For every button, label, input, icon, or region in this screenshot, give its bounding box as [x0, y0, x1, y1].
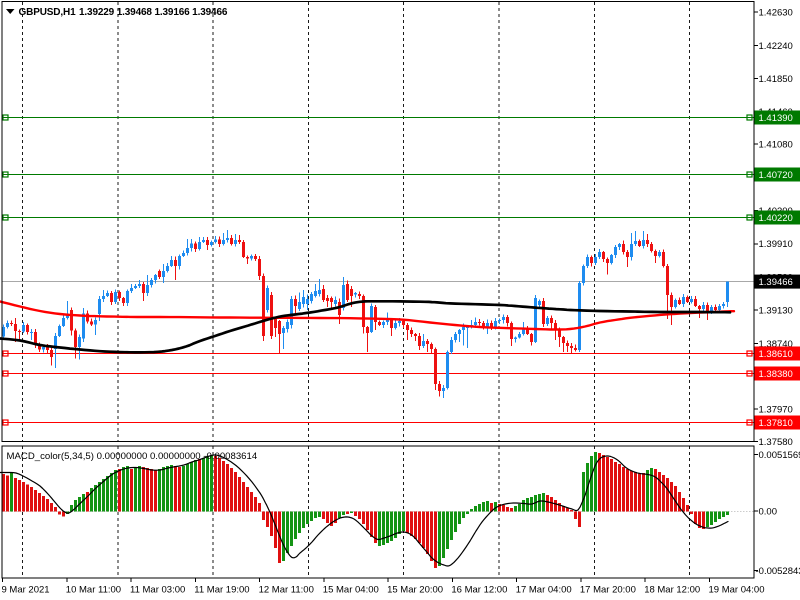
svg-text:1.39229 1.39468 1.39166 1.3946: 1.39229 1.39468 1.39166 1.39466 [79, 7, 228, 18]
svg-text:19 Mar 04:00: 19 Mar 04:00 [709, 585, 765, 596]
svg-text:12 Mar 11:00: 12 Mar 11:00 [259, 585, 314, 596]
svg-text:1.38610: 1.38610 [759, 349, 793, 360]
svg-text:1.41850: 1.41850 [759, 74, 793, 85]
svg-text:17 Mar 20:00: 17 Mar 20:00 [580, 585, 636, 596]
svg-text:1.42240: 1.42240 [759, 41, 793, 52]
svg-text:1.41080: 1.41080 [759, 140, 793, 151]
svg-text:MACD_color(5,34,5) 0.00000000: MACD_color(5,34,5) 0.00000000 0.00000000… [7, 451, 258, 462]
svg-text:15 Mar 04:00: 15 Mar 04:00 [323, 585, 379, 596]
svg-text:1.39466: 1.39466 [759, 277, 793, 288]
svg-text:18 Mar 12:00: 18 Mar 12:00 [644, 585, 700, 596]
svg-text:1.40220: 1.40220 [759, 213, 793, 224]
svg-text:1.39130: 1.39130 [759, 306, 793, 317]
svg-text:15 Mar 20:00: 15 Mar 20:00 [387, 585, 443, 596]
svg-text:11 Mar 19:00: 11 Mar 19:00 [194, 585, 249, 596]
svg-text:17 Mar 04:00: 17 Mar 04:00 [516, 585, 572, 596]
svg-text:1.38740: 1.38740 [759, 339, 793, 350]
svg-text:0.0051569: 0.0051569 [759, 450, 800, 461]
svg-text:1.42630: 1.42630 [759, 8, 793, 19]
svg-text:10 Mar 11:00: 10 Mar 11:00 [66, 585, 121, 596]
svg-text:1.38380: 1.38380 [759, 369, 793, 380]
svg-text:1.39910: 1.39910 [759, 239, 793, 250]
svg-text:1.41390: 1.41390 [759, 113, 793, 124]
svg-text:1.37810: 1.37810 [759, 418, 793, 429]
svg-text:-0.0052843: -0.0052843 [756, 566, 800, 577]
svg-text:GBPUSD,H1: GBPUSD,H1 [19, 7, 77, 18]
svg-text:1.40720: 1.40720 [759, 170, 793, 181]
svg-text:16 Mar 12:00: 16 Mar 12:00 [451, 585, 507, 596]
svg-text:1.37970: 1.37970 [759, 404, 793, 415]
svg-text:0.00: 0.00 [759, 506, 778, 517]
svg-text:1.37580: 1.37580 [759, 437, 793, 448]
svg-text:9 Mar 2021: 9 Mar 2021 [2, 585, 50, 596]
svg-text:11 Mar 03:00: 11 Mar 03:00 [130, 585, 185, 596]
